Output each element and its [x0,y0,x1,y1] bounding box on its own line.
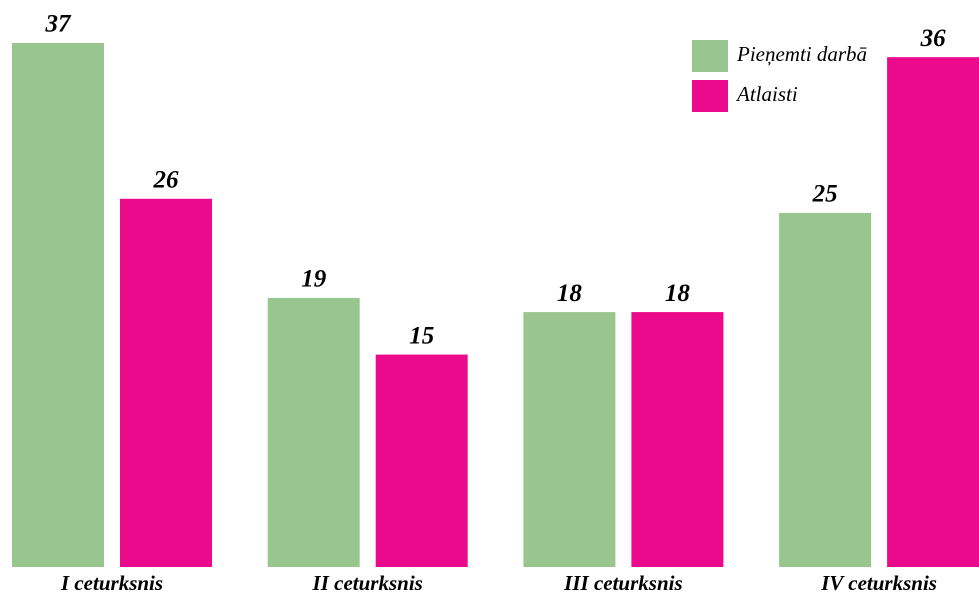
value-label: 26 [153,167,180,194]
value-label: 25 [812,181,838,208]
value-label: 18 [665,280,691,307]
bar [120,198,212,567]
bar [12,43,104,567]
legend-swatch [692,40,728,72]
bar [887,57,979,567]
bar [375,354,468,567]
value-label: 37 [45,11,73,38]
x-tick-label: I ceturksnis [60,571,163,595]
value-label: 19 [301,266,327,293]
x-tick-label: IV ceturksnis [820,571,937,595]
bar [779,212,872,567]
legend-label: Atlaisti [735,82,798,106]
value-label: 15 [409,322,434,349]
legend-label: Pieņemti darbā [736,42,868,66]
value-label: 36 [920,25,947,52]
bar [267,297,360,567]
x-tick-label: III ceturksnis [563,571,682,595]
bar [523,312,616,567]
value-label: 18 [557,280,583,307]
x-tick-label: II ceturksnis [312,571,423,595]
legend-swatch [692,80,728,112]
bar [631,312,724,567]
